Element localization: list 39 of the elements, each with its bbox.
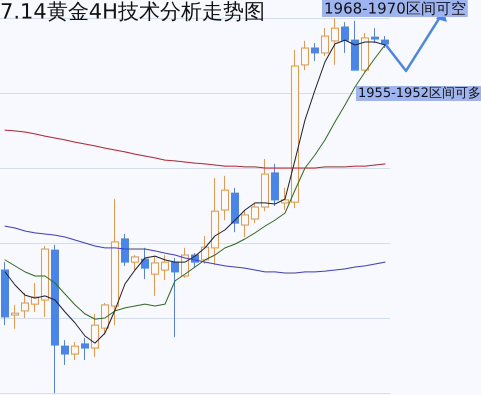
candlestick xyxy=(41,246,49,318)
candlestick xyxy=(81,337,89,360)
candlestick xyxy=(371,28,379,44)
candlestick xyxy=(351,20,359,71)
candlestick xyxy=(211,178,219,266)
candlestick xyxy=(71,342,79,360)
text: 1968-1970区间可空 xyxy=(324,0,466,18)
candlestick xyxy=(271,163,279,206)
candlestick xyxy=(301,40,309,71)
candlestick xyxy=(341,22,349,54)
candlestick xyxy=(221,175,229,221)
candlestick xyxy=(161,254,169,281)
candlestick xyxy=(91,313,99,358)
candlestick xyxy=(231,187,239,233)
candlestick xyxy=(141,247,149,280)
candlestick xyxy=(201,235,209,264)
candlestick xyxy=(11,304,19,330)
candlestick xyxy=(131,254,139,270)
candlestick xyxy=(331,18,339,66)
candlestick xyxy=(31,282,39,312)
candlestick xyxy=(111,198,119,326)
chart-title: 7.14黄金4H技术分析走势图 xyxy=(0,0,265,24)
candlestick xyxy=(171,258,179,338)
candlestick xyxy=(251,202,259,224)
annotation: 1955-1952区间可多 xyxy=(358,86,481,101)
candlestick xyxy=(241,210,249,238)
candlestick xyxy=(21,292,29,318)
candlestick xyxy=(121,234,129,266)
candlestick xyxy=(51,244,59,394)
candlestick xyxy=(321,28,329,56)
candlestick xyxy=(361,32,369,72)
candlestick xyxy=(1,262,9,326)
candlestick xyxy=(291,49,299,209)
candlestick xyxy=(281,187,289,210)
candlestick xyxy=(101,302,109,336)
candlestick xyxy=(61,340,69,366)
candlestick xyxy=(261,158,269,212)
candlestick xyxy=(151,256,159,296)
candlestick xyxy=(311,42,319,62)
